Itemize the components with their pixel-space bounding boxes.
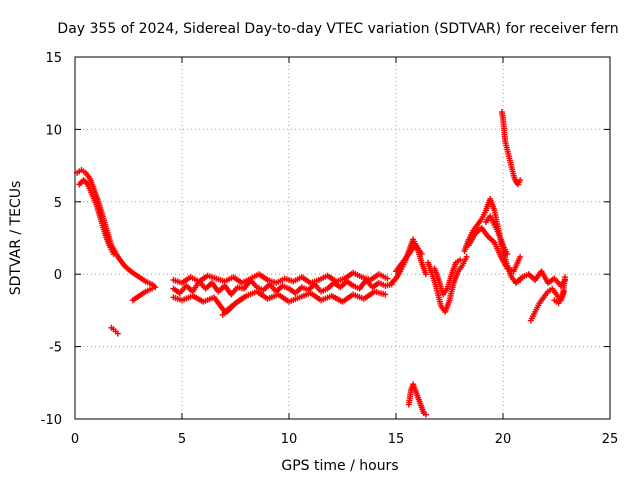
data-point bbox=[457, 256, 464, 263]
data-point bbox=[562, 274, 569, 281]
data-point bbox=[110, 250, 117, 257]
data-point bbox=[149, 285, 156, 292]
y-tick-label: -10 bbox=[41, 413, 62, 428]
x-tick-label: 5 bbox=[178, 432, 186, 447]
y-tick-label: 15 bbox=[45, 51, 62, 66]
data-point bbox=[152, 284, 159, 291]
x-tick-label: 25 bbox=[602, 432, 619, 447]
data-point bbox=[384, 275, 391, 282]
data-point bbox=[114, 330, 121, 337]
data-point bbox=[418, 250, 425, 257]
data-points bbox=[74, 109, 569, 418]
chart-title: Day 355 of 2024, Sidereal Day-to-day VTE… bbox=[57, 21, 618, 37]
data-point bbox=[422, 271, 429, 278]
y-tick-label: -5 bbox=[49, 341, 62, 356]
plot-frame bbox=[74, 56, 611, 420]
x-tick-label: 20 bbox=[495, 432, 512, 447]
data-point bbox=[241, 294, 248, 301]
data-point bbox=[422, 411, 429, 418]
grid-lines bbox=[75, 57, 610, 419]
data-point bbox=[382, 291, 389, 298]
x-tick-label: 15 bbox=[388, 432, 405, 447]
axis-ticks: 0 5 10 15 20 25 -10 -5 0 5 10 15 bbox=[41, 51, 619, 447]
data-point bbox=[463, 253, 470, 260]
y-tick-label: 0 bbox=[54, 268, 62, 283]
data-point bbox=[517, 177, 524, 184]
y-axis-label: SDTVAR / TECUs bbox=[8, 181, 24, 296]
x-tick-label: 0 bbox=[71, 432, 79, 447]
x-tick-label: 10 bbox=[281, 432, 298, 447]
data-point bbox=[517, 253, 524, 260]
data-point bbox=[504, 250, 511, 257]
y-tick-label: 5 bbox=[54, 196, 62, 211]
x-axis-label: GPS time / hours bbox=[281, 458, 398, 474]
y-tick-label: 10 bbox=[45, 123, 62, 138]
